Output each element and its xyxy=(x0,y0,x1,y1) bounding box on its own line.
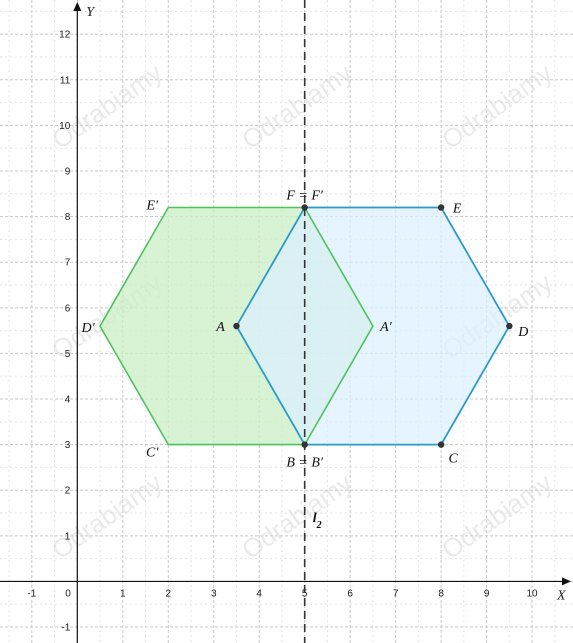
x-tick-label: 3 xyxy=(211,588,217,599)
point-dot xyxy=(301,441,308,448)
point-label: E′ xyxy=(145,198,159,213)
point-dot xyxy=(506,322,513,330)
watermark-text: Odrabiamy xyxy=(436,467,557,565)
y-tick-label: 10 xyxy=(59,121,71,132)
point-label: A xyxy=(215,320,225,335)
point-label: F = F′ xyxy=(285,188,324,203)
origin-label: 0 xyxy=(65,588,71,599)
y-tick-label: 9 xyxy=(65,167,71,178)
y-tick-label: 12 xyxy=(59,30,71,41)
point-label: B = B′ xyxy=(286,456,324,471)
line-l2-subscript: 2 xyxy=(316,520,322,531)
point-label: A′ xyxy=(379,320,393,335)
x-tick-label: 10 xyxy=(527,588,539,599)
line-l2-label: l2 xyxy=(313,511,322,531)
x-tick-label: 5 xyxy=(302,588,308,599)
point-dot xyxy=(437,441,445,448)
y-tick-label: 2 xyxy=(65,486,71,497)
point-label: C xyxy=(448,452,458,467)
point-dot xyxy=(233,322,240,330)
y-axis-name: Y xyxy=(86,5,96,20)
point-dot xyxy=(437,204,445,211)
green-hexagon-outline xyxy=(99,206,374,446)
watermark-text: Odrabiamy xyxy=(236,57,357,155)
point-dot xyxy=(301,204,308,211)
watermark-text: Odrabiamy xyxy=(436,57,557,155)
y-tick-label: -1 xyxy=(61,623,70,634)
y-axis-arrow-icon xyxy=(73,2,82,11)
y-tick-label: 6 xyxy=(65,303,71,314)
y-tick-label: 1 xyxy=(65,531,71,542)
y-tick-label: 11 xyxy=(60,75,71,86)
point-label: D xyxy=(517,325,528,340)
x-tick-label: 6 xyxy=(347,588,353,599)
point-label: E xyxy=(452,201,462,216)
watermark-text: Odrabiamy xyxy=(46,57,167,155)
x-tick-label: 2 xyxy=(165,588,171,599)
point-label: C′ xyxy=(146,446,159,461)
y-tick-label: 3 xyxy=(65,440,71,451)
watermark-text: Odrabiamy xyxy=(236,467,357,565)
y-tick-label: 7 xyxy=(65,258,71,269)
x-axis-arrow-icon xyxy=(562,577,571,586)
x-tick-label: 4 xyxy=(256,588,262,599)
watermark-text: Odrabiamy xyxy=(46,467,167,565)
y-tick-label: 4 xyxy=(65,395,71,406)
x-tick-label: -1 xyxy=(27,588,36,599)
points: B = B′ C D E F = F′ A C′ D′ E′ A′ xyxy=(80,188,528,470)
y-tick-label: 8 xyxy=(65,212,71,223)
x-tick-label: 8 xyxy=(438,588,444,599)
x-tick-label: 1 xyxy=(120,588,126,599)
x-tick-label: 9 xyxy=(484,588,490,599)
symmetry-line: l2 xyxy=(303,0,322,643)
y-tick-label: 5 xyxy=(65,349,71,360)
x-tick-label: 7 xyxy=(393,588,399,599)
x-axis-name: X xyxy=(556,588,566,603)
point-label: D′ xyxy=(80,321,95,336)
